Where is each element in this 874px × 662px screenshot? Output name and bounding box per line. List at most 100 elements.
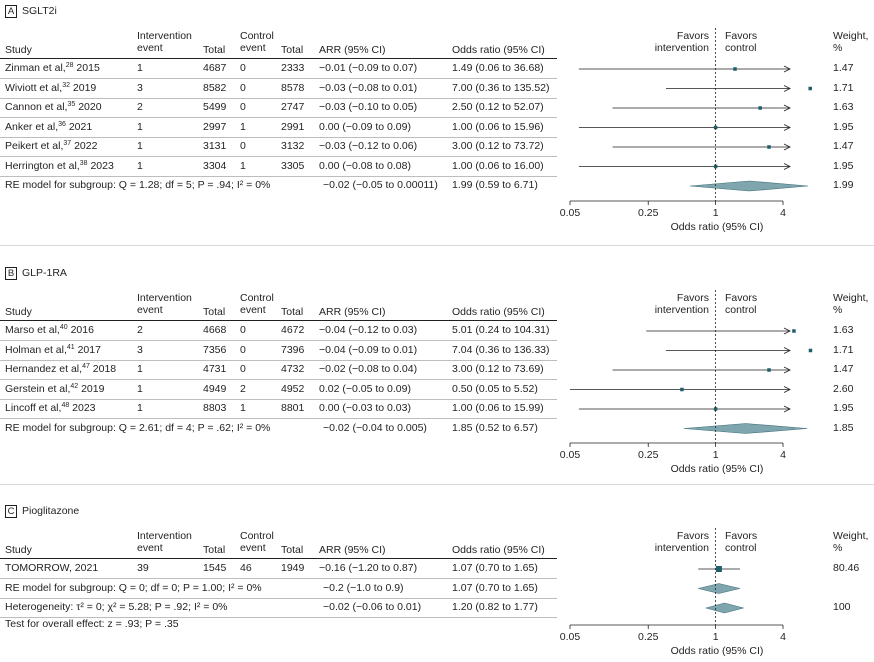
study-name: Peikert et al,37 2022 [5, 140, 98, 152]
panel-name: Pioglitazone [22, 505, 80, 517]
point-estimate [758, 106, 762, 110]
favors-intervention-label: Favors intervention [654, 30, 709, 54]
intervention-total: 7356 [203, 343, 227, 356]
intervention-event: 1 [137, 140, 143, 152]
control-event: 2 [240, 382, 246, 395]
odds-ratio-value: 1.49 (0.06 to 36.68) [452, 62, 544, 74]
odds-ratio-value: 7.00 (0.36 to 135.52) [452, 81, 550, 94]
summary-odds-ratio: 1.85 (0.52 to 6.57) [452, 421, 538, 434]
table-rule [0, 97, 557, 99]
weight-value: 1.47 [833, 62, 854, 74]
header-arr: ARR (95% CI) [319, 44, 386, 56]
summary-label: RE model for subgroup: Q = 2.61; df = 4;… [5, 421, 271, 434]
intervention-total: 3304 [203, 159, 227, 172]
ci-arrow [783, 85, 791, 92]
header-odds-ratio: Odds ratio (95% CI) [452, 544, 545, 556]
table-rule [0, 379, 557, 380]
panel-title: B GLP-1RA [5, 267, 67, 280]
odds-ratio-value: 1.00 (0.06 to 16.00) [452, 159, 544, 172]
favors-control-label: Favors control [725, 530, 758, 554]
ci-arrow [783, 366, 791, 374]
table-rule [0, 320, 557, 321]
table-rule [0, 398, 557, 400]
table-rule [0, 136, 557, 138]
header-intervention-total: Total [203, 44, 226, 56]
odds-ratio-value: 5.01 (0.24 to 104.31) [452, 324, 550, 336]
control-event: 0 [240, 363, 246, 375]
odds-ratio-value: 0.50 (0.05 to 5.52) [452, 382, 538, 395]
header-weight: Weight,% [833, 30, 869, 54]
control-event: 0 [240, 343, 246, 356]
intervention-event: 3 [137, 343, 143, 356]
study-name: Wiviott et al,32 2019 [5, 81, 97, 94]
intervention-total: 8803 [203, 402, 227, 414]
intervention-event: 3 [137, 81, 143, 94]
weight-value: 1.47 [833, 140, 854, 152]
ci-arrow [783, 347, 791, 354]
header-weight: Weight,% [833, 292, 869, 316]
control-total: 4672 [281, 324, 305, 336]
control-total: 3132 [281, 140, 305, 152]
study-name: Holman et al,41 2017 [5, 343, 101, 356]
odds-ratio-value: 1.07 (0.70 to 1.65) [452, 562, 538, 574]
x-tick-label: 1 [712, 631, 719, 643]
arr-value: 0.02 (−0.05 to 0.09) [319, 382, 411, 395]
x-axis-label: Odds ratio (95% CI) [670, 221, 764, 233]
header-intervention-total: Total [203, 544, 226, 556]
control-event: 0 [240, 81, 246, 94]
header-intervention-event: Intervention event [137, 292, 192, 316]
odds-ratio-value: 7.04 (0.36 to 136.33) [452, 343, 550, 356]
arr-value: 0.00 (−0.08 to 0.08) [319, 159, 411, 172]
ci-arrow [783, 104, 791, 112]
weight-value: 1.95 [833, 402, 854, 414]
table-rule [0, 578, 557, 579]
table-rule [0, 117, 557, 118]
table-rule [0, 156, 557, 157]
control-event: 46 [240, 562, 252, 574]
intervention-total: 4949 [203, 382, 227, 395]
summary-label: RE model for subgroup: Q = 1.28; df = 5;… [5, 179, 271, 191]
x-tick-label: 4 [780, 207, 786, 219]
study-name: Lincoff et al,48 2023 [5, 402, 96, 414]
control-total: 4952 [281, 382, 305, 395]
header-control-event: Control event [240, 292, 274, 316]
weight-value: 1.63 [833, 324, 854, 336]
summary-label: Heterogeneity: τ² = 0; χ² = 5.28; P = .9… [5, 601, 228, 613]
header-study: Study [5, 44, 32, 56]
study-name: Gerstein et al,42 2019 [5, 382, 105, 395]
panel-title: A SGLT2i [5, 5, 57, 18]
arr-value: −0.04 (−0.12 to 0.03) [319, 324, 418, 336]
weight-value: 1.95 [833, 120, 854, 133]
control-total: 1949 [281, 562, 305, 574]
header-control-event: Control event [240, 530, 274, 554]
intervention-event: 1 [137, 120, 143, 133]
control-total: 8801 [281, 402, 305, 414]
table-rule [0, 558, 557, 559]
x-tick-label: 0.25 [638, 207, 659, 219]
study-name: Cannon et al,35 2020 [5, 101, 102, 113]
panel-letter: A [5, 5, 17, 18]
point-estimate [733, 67, 737, 71]
intervention-event: 1 [137, 402, 143, 414]
summary-weight: 1.85 [833, 421, 854, 434]
header-control-event: Control event [240, 30, 274, 54]
study-name: Herrington et al,38 2023 [5, 159, 114, 172]
intervention-event: 39 [137, 562, 149, 574]
header-intervention-event: Intervention event [137, 30, 192, 54]
intervention-total: 4668 [203, 324, 227, 336]
intervention-event: 1 [137, 363, 143, 375]
header-weight: Weight,% [833, 530, 869, 554]
header-odds-ratio: Odds ratio (95% CI) [452, 306, 545, 318]
panel-name: SGLT2i [22, 5, 57, 17]
intervention-total: 4687 [203, 62, 227, 74]
ci-arrow [783, 124, 791, 131]
control-total: 3305 [281, 159, 305, 172]
header-arr: ARR (95% CI) [319, 306, 386, 318]
x-tick-label: 0.25 [638, 631, 659, 643]
x-tick-label: 0.05 [559, 631, 581, 643]
panel-letter: B [5, 267, 17, 280]
summary-weight: 1.99 [833, 179, 854, 191]
arr-value: −0.03 (−0.12 to 0.06) [319, 140, 418, 152]
arr-value: −0.16 (−1.20 to 0.87) [319, 562, 418, 574]
